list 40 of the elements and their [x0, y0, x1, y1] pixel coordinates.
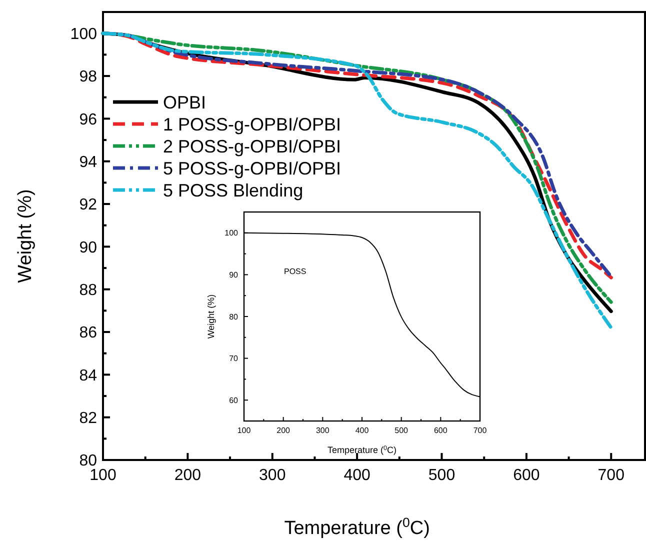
x-tick-label: 600 — [513, 467, 540, 484]
y-tick-label: 84 — [79, 367, 98, 384]
y-tick-label: 70 — [229, 354, 239, 364]
x-axis-title: Temperature ($^{0}$C) — [327, 444, 397, 455]
y-tick-label: 100 — [224, 228, 239, 238]
x-tick-label: 600 — [434, 426, 448, 435]
x-tick-label: 100 — [90, 467, 116, 484]
legend-label: 2 POSS-g-OPBI/OPBI — [163, 136, 342, 156]
y-tick-label: 96 — [79, 111, 98, 128]
y-tick-label: 60 — [229, 396, 239, 405]
y-tick-label: 90 — [79, 239, 98, 256]
y-tick-label: 100 — [70, 26, 98, 43]
y-axis-title: Weight (%) — [15, 189, 36, 283]
x-tick-label: 400 — [355, 426, 370, 435]
y-tick-label: 92 — [79, 196, 98, 214]
x-tick-label: 100 — [237, 426, 252, 435]
x-tick-label: 300 — [316, 426, 330, 435]
x-tick-label: 200 — [174, 467, 202, 484]
x-tick-label: 700 — [598, 467, 625, 484]
y-axis-title: Weight (%) — [206, 294, 216, 339]
legend-label: 1 POSS-g-OPBI/OPBI — [163, 114, 342, 134]
x-axis-title: Temperature ($^{0}$C) — [284, 514, 430, 539]
legend-label: 5 POSS-g-OPBI/OPBI — [163, 158, 342, 178]
y-tick-label: 98 — [79, 68, 98, 86]
y-tick-label: 86 — [79, 324, 98, 342]
y-tick-label: 82 — [79, 410, 98, 427]
x-tick-label: 700 — [473, 426, 488, 435]
legend-label: 5 POSS Blending — [163, 180, 304, 200]
x-tick-label: 400 — [344, 467, 371, 484]
x-tick-label: 500 — [394, 426, 409, 435]
y-tick-label: 88 — [79, 282, 98, 299]
x-tick-label: 500 — [428, 467, 456, 484]
y-tick-label: 80 — [79, 452, 98, 470]
x-tick-label: 300 — [259, 467, 286, 484]
y-tick-label: 80 — [229, 312, 239, 322]
legend-label: OPBI — [163, 92, 206, 112]
y-tick-label: 90 — [229, 270, 239, 280]
x-tick-label: 200 — [276, 426, 291, 435]
annotation: POSS — [284, 267, 306, 276]
y-tick-label: 94 — [79, 154, 98, 171]
